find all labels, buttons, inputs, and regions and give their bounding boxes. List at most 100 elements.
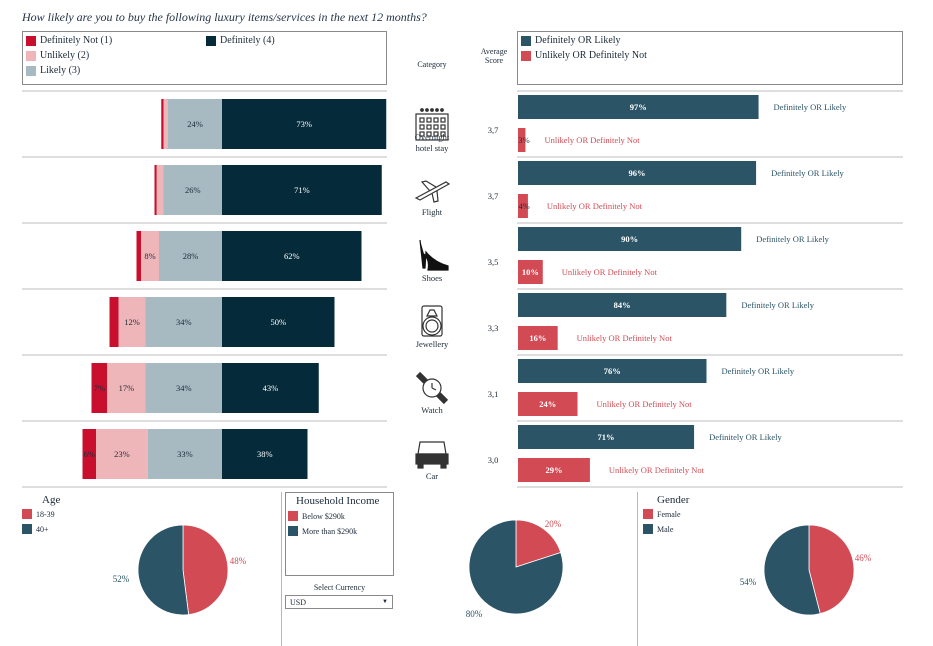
stacked-bar-label: 17%	[119, 383, 135, 393]
legend-swatch	[206, 35, 216, 46]
legend-label: More than $290k	[302, 526, 358, 536]
icon-part	[440, 131, 446, 137]
legend-label: 40+	[36, 524, 49, 534]
legend-unlikely[interactable]: Unlikely (2)	[26, 50, 89, 61]
income-legend: Household Income Below $290k More than $…	[285, 492, 394, 576]
aggregate-bar-likely	[518, 95, 759, 119]
legend-likely[interactable]: Likely (3)	[26, 65, 80, 76]
car-icon	[415, 441, 449, 469]
stacked-bar-label: 6%	[84, 449, 95, 459]
pie-label: 52%	[113, 574, 130, 584]
aggregate-bar-label: 97%	[630, 102, 647, 112]
aggregate-bar-label: 71%	[598, 432, 615, 442]
aggregate-bar-likely	[518, 425, 695, 449]
legend-label: Below $290k	[302, 511, 345, 521]
pie-label: 48%	[230, 556, 247, 566]
pie-slice	[182, 524, 229, 616]
aggregate-bar-label: 4%	[518, 201, 529, 211]
stacked-bar-segment	[161, 99, 164, 149]
pie-slice	[515, 519, 562, 568]
icon-part	[426, 124, 432, 130]
pie-slice	[468, 519, 564, 615]
stacked-bar-segment	[147, 429, 222, 479]
hotel-icon	[415, 108, 449, 141]
age-pie-chart: 48% 52%	[113, 524, 247, 616]
legend-unlikely-or-not[interactable]: Unlikely OR Definitely Not	[521, 50, 647, 61]
average-score: 3,3	[488, 323, 499, 333]
stacked-bar-segment	[145, 297, 222, 347]
chevron-down-icon: ▼	[382, 599, 388, 605]
average-score: 3,1	[488, 389, 499, 399]
aggregate-bar-label: 90%	[621, 234, 638, 244]
category-header: Category	[417, 60, 447, 69]
stacked-bar-label: 38%	[257, 449, 273, 459]
icon-part	[425, 108, 429, 112]
icon-part	[440, 108, 444, 112]
icon-part	[420, 108, 424, 112]
stacked-bar-segment	[91, 363, 108, 413]
icon-part	[426, 131, 432, 137]
legend-swatch	[288, 511, 298, 521]
icon-part	[435, 108, 439, 112]
legend-definitely-not[interactable]: Definitely Not (1)	[26, 35, 112, 46]
currency-select[interactable]: USD ▼	[285, 595, 393, 609]
aggregate-series-name: Unlikely OR Definitely Not	[597, 399, 693, 409]
category-label: Car	[426, 471, 438, 481]
stacked-bar-segment	[222, 99, 387, 149]
gender-legend-male[interactable]: Male	[643, 524, 673, 534]
aggregate-bar-not	[518, 260, 543, 284]
stacked-bar-segment	[82, 429, 96, 479]
legend-definitely[interactable]: Definitely (4)	[206, 35, 275, 46]
stacked-bar-segment	[109, 297, 119, 347]
average-score: 3,7	[488, 125, 499, 135]
legend-swatch	[22, 524, 32, 534]
income-legend-below[interactable]: Below $290k	[288, 511, 345, 521]
stacked-bar-label: 28%	[183, 251, 199, 261]
gender-pie-chart: 46% 54%	[740, 524, 872, 616]
stacked-bar-segment	[222, 297, 335, 347]
aggregate-bar-likely	[518, 293, 727, 317]
pie-label: 54%	[740, 577, 757, 587]
category-label: Jewellery	[416, 339, 449, 349]
aggregate-bar-label: 16%	[529, 333, 546, 343]
aggregate-series-name: Definitely OR Likely	[756, 234, 829, 244]
likelihood-legend: Definitely Not (1) Unlikely (2) Likely (…	[22, 31, 387, 85]
pie-slice	[763, 524, 821, 616]
aggregate-bar-not	[518, 326, 558, 350]
icon-part	[440, 463, 447, 469]
aggregate-bar-label: 76%	[604, 366, 621, 376]
gender-legend-female[interactable]: Female	[643, 509, 681, 519]
page-title: How likely are you to buy the following …	[22, 10, 427, 24]
stacked-bar-label: 50%	[270, 317, 286, 327]
aggregate-series-name: Definitely OR Likely	[721, 366, 794, 376]
airplane-icon	[414, 180, 451, 203]
pie-label: 80%	[466, 609, 483, 619]
income-title: Household Income	[296, 495, 380, 507]
legend-label: Definitely (4)	[220, 35, 275, 46]
aggregate-bar-likely	[518, 161, 757, 185]
pie-label: 46%	[855, 553, 872, 563]
income-legend-above[interactable]: More than $290k	[288, 526, 357, 536]
icon-part	[425, 319, 439, 333]
avg-score-header: Average Score	[480, 47, 508, 65]
stacked-bar-label: 26%	[185, 185, 201, 195]
aggregate-bar-label: 24%	[539, 399, 556, 409]
stacked-bar-label: 33%	[177, 449, 193, 459]
legend-definitely-or-likely[interactable]: Definitely OR Likely	[521, 35, 621, 46]
pie-slice	[808, 524, 855, 615]
age-legend-18-39[interactable]: 18-39	[22, 509, 55, 519]
stacked-bar-label: 34%	[176, 383, 192, 393]
stacked-bar-segment	[156, 165, 164, 215]
legend-label: Male	[657, 524, 674, 534]
category-label: Overnight	[415, 132, 450, 142]
icon-part	[433, 131, 439, 137]
age-legend-40-plus[interactable]: 40+	[22, 524, 49, 534]
high-heel-shoe-icon	[419, 239, 449, 271]
aggregate-bar-label: 10%	[522, 267, 539, 277]
legend-swatch	[26, 35, 36, 46]
icon-part	[415, 453, 449, 465]
aggregate-bar-label: 3%	[518, 135, 529, 145]
aggregate-series-name: Definitely OR Likely	[741, 300, 814, 310]
aggregate-bar-label: 29%	[545, 465, 562, 475]
